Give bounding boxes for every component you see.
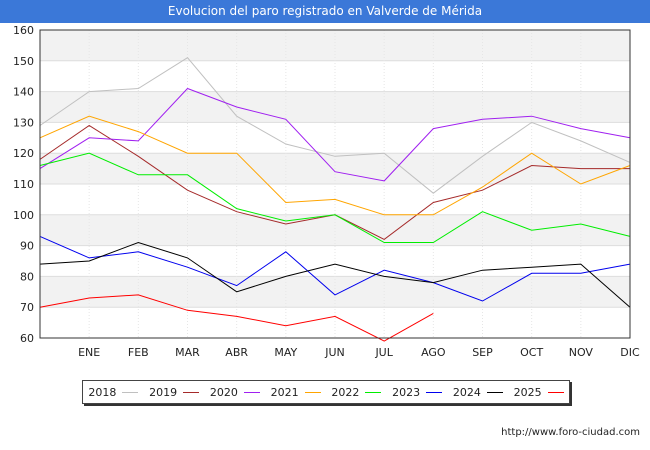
x-axis-ticks: ENE FEB MAR ABR MAY JUN JUL AGO SEP OCT NOV DIC xyxy=(78,346,640,359)
series-line-2021 xyxy=(39,115,631,216)
x-tick-label: SEP xyxy=(472,346,493,359)
plot-band xyxy=(40,122,630,154)
legend-label: 2019 xyxy=(149,385,178,399)
plot-band xyxy=(40,60,630,92)
legend-swatch xyxy=(547,391,564,393)
y-tick-label: 60 xyxy=(20,332,34,345)
legend-label: 2022 xyxy=(331,385,360,399)
legend-swatch xyxy=(304,391,321,393)
x-tick-label: MAR xyxy=(175,346,200,359)
x-tick-label: AGO xyxy=(421,346,446,359)
legend-label: 2021 xyxy=(270,385,299,399)
y-tick-label: 160 xyxy=(13,24,34,37)
legend-label: 2018 xyxy=(88,385,117,399)
source-url: http://www.foro-ciudad.com xyxy=(501,427,640,438)
legend-item-2025: 2025 xyxy=(514,386,564,399)
y-tick-label: 70 xyxy=(20,301,34,314)
legend-label: 2025 xyxy=(513,385,542,399)
y-tick-label: 130 xyxy=(13,116,34,129)
axes xyxy=(39,29,631,339)
legend-label: 2023 xyxy=(392,385,421,399)
chart-title: Evolucion del paro registrado en Valverd… xyxy=(0,0,650,23)
legend-item-2024: 2024 xyxy=(453,386,503,399)
y-tick-label: 80 xyxy=(20,270,34,283)
y-tick-label: 150 xyxy=(13,55,34,68)
legend-item-2022: 2022 xyxy=(331,385,382,399)
series-layer xyxy=(39,57,631,342)
series-line-2022 xyxy=(39,152,631,243)
legend-item-2023: 2023 xyxy=(392,385,443,399)
legend-swatch xyxy=(122,391,139,393)
x-tick-label: NOV xyxy=(569,346,594,359)
y-tick-label: 110 xyxy=(13,178,34,191)
legend-swatch xyxy=(426,391,443,393)
y-axis-ticks: 60 70 80 90 100 110 120 130 140 150 160 xyxy=(13,24,34,345)
x-tick-label: JUN xyxy=(324,346,345,359)
x-tick-label: DIC xyxy=(620,346,640,359)
x-tick-label: ENE xyxy=(78,346,100,359)
y-tick-label: 100 xyxy=(13,209,34,222)
legend-label: 2020 xyxy=(209,385,238,399)
legend-swatch xyxy=(243,391,260,393)
legend-item-2018: 2018 xyxy=(88,385,139,399)
x-tick-label: MAY xyxy=(274,346,297,359)
series-line-2024 xyxy=(39,241,631,308)
x-tick-label: OCT xyxy=(520,346,543,359)
y-tick-label: 120 xyxy=(13,147,34,160)
series-line-2025 xyxy=(39,294,434,342)
legend-item-2021: 2021 xyxy=(271,386,321,399)
y-tick-label: 90 xyxy=(20,240,34,253)
legend-swatch xyxy=(183,391,200,393)
x-tick-label: JUL xyxy=(374,346,393,359)
legend-item-2020: 2020 xyxy=(210,386,260,399)
legend: 2018 2019 2020 2021 2022 2023 2024 2025 xyxy=(82,380,570,404)
series-line-2023 xyxy=(39,235,631,302)
series-line-2018 xyxy=(39,57,631,194)
legend-label: 2024 xyxy=(452,385,481,399)
x-tick-label: FEB xyxy=(128,346,149,359)
plot-frame xyxy=(39,29,631,339)
y-tick-label: 140 xyxy=(13,86,34,99)
legend-item-2019: 2019 xyxy=(149,385,200,399)
legend-swatch xyxy=(365,391,382,393)
legend-swatch xyxy=(486,391,503,393)
x-tick-label: ABR xyxy=(225,346,248,359)
series-line-2020 xyxy=(39,87,631,182)
